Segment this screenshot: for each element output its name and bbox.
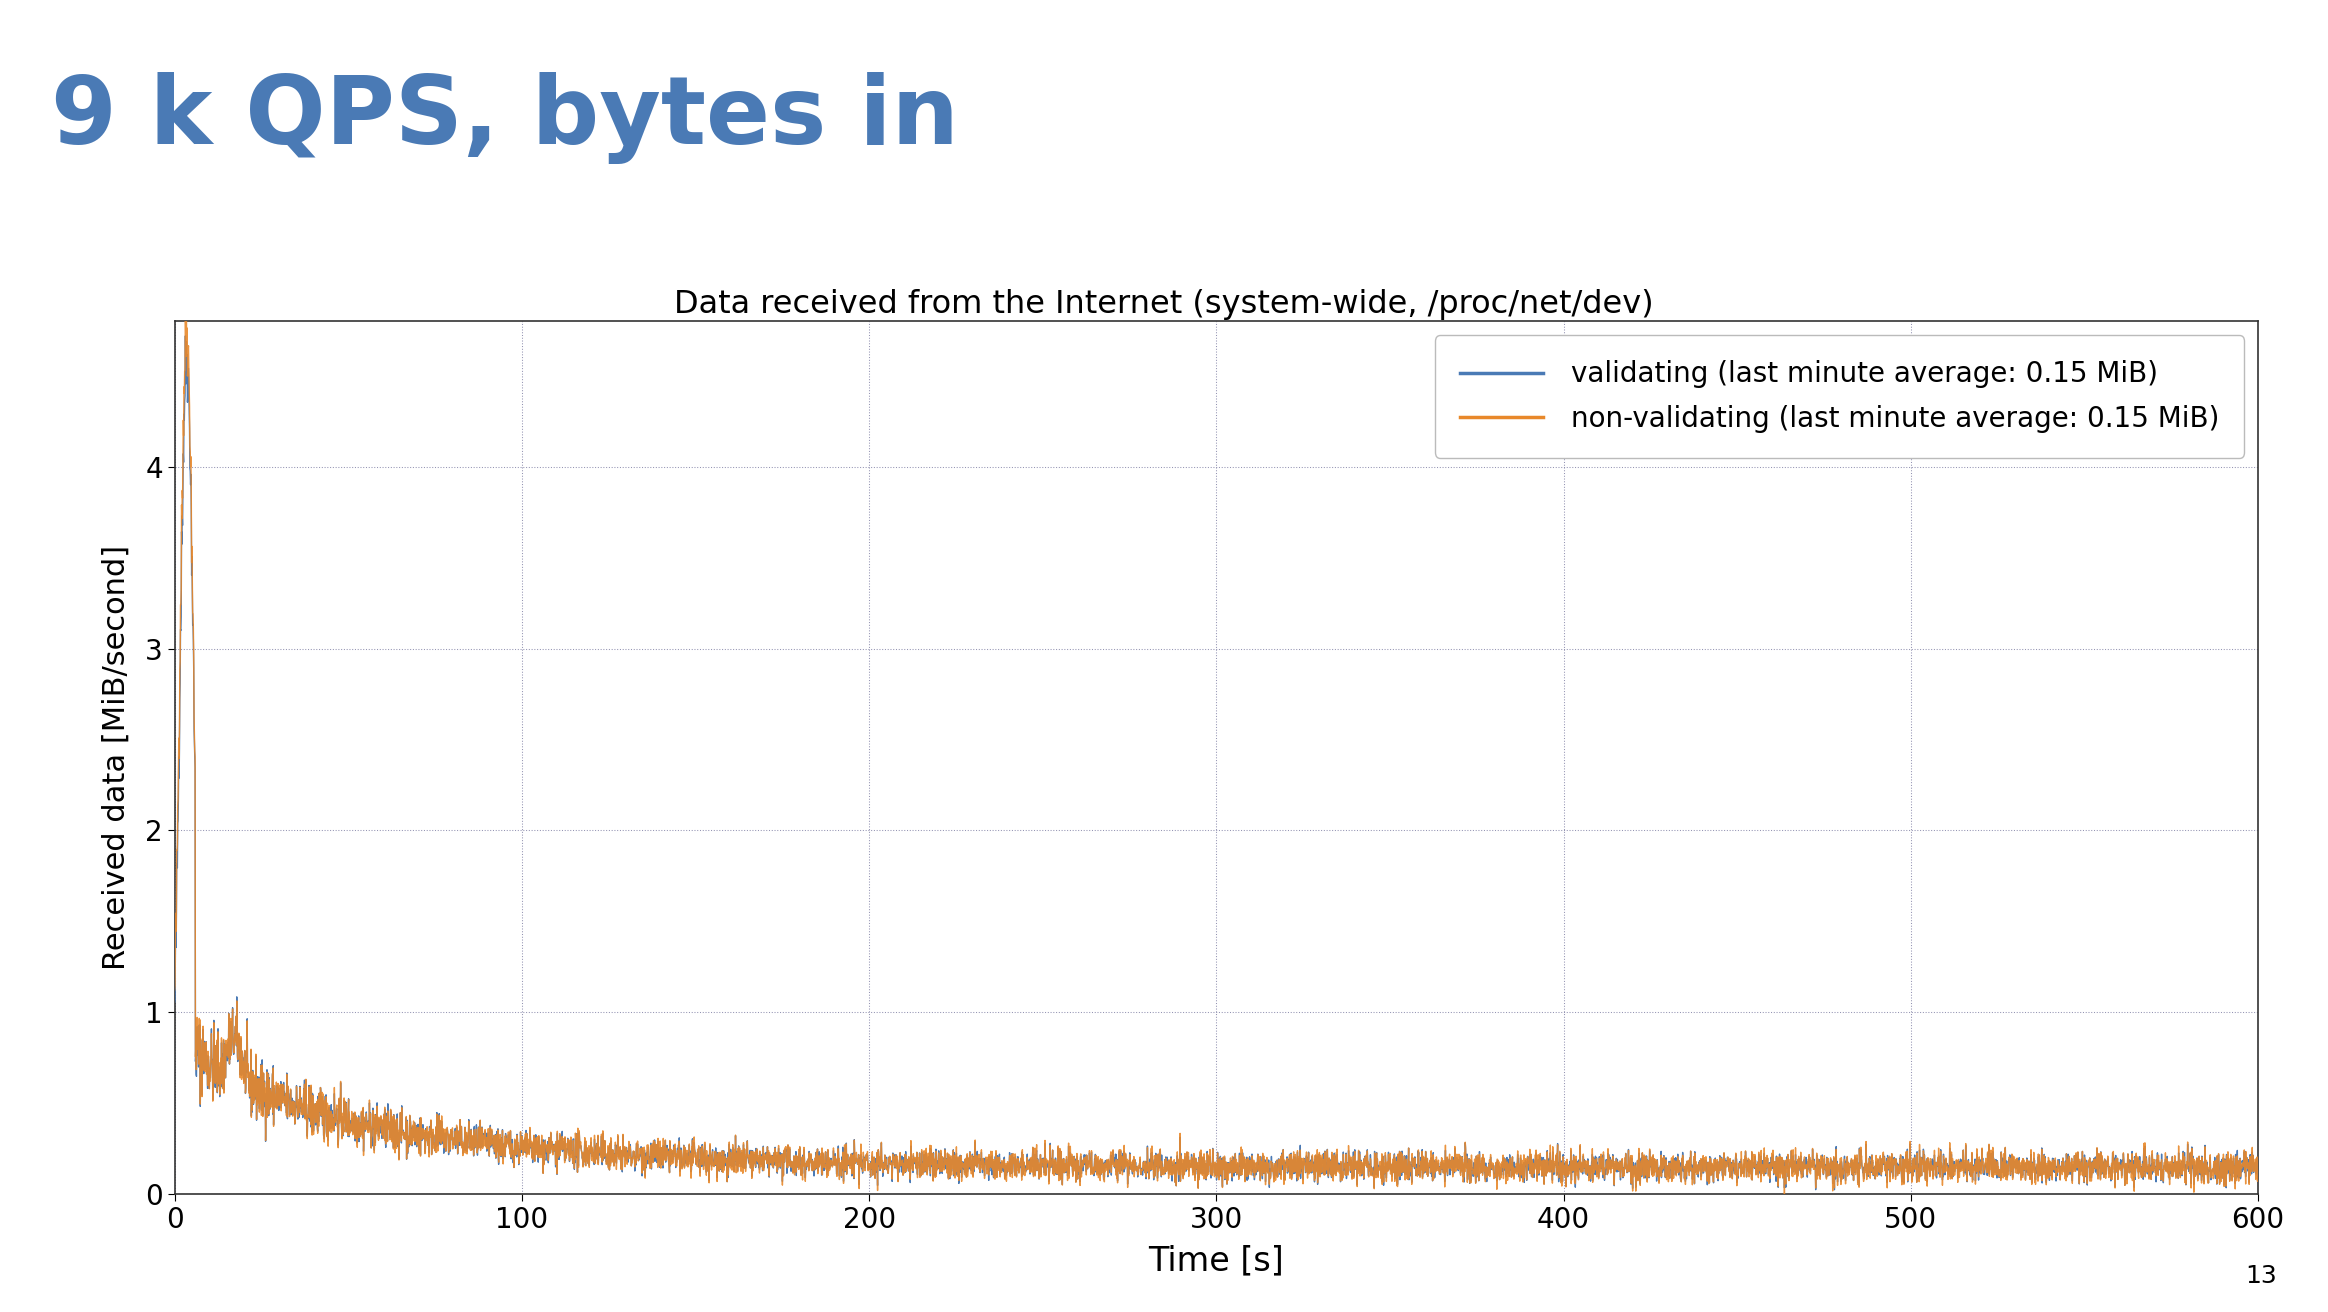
- Legend: validating (last minute average: 0.15 MiB), non-validating (last minute average:: validating (last minute average: 0.15 Mi…: [1434, 336, 2244, 458]
- Text: Data received from the Internet (system-wide, /proc/net/dev): Data received from the Internet (system-…: [675, 289, 1653, 320]
- Text: 13: 13: [2244, 1265, 2277, 1288]
- X-axis label: Time [s]: Time [s]: [1148, 1245, 1285, 1278]
- Y-axis label: Received data [MiB/second]: Received data [MiB/second]: [102, 544, 130, 971]
- Text: 9 k QPS, bytes in: 9 k QPS, bytes in: [51, 72, 959, 164]
